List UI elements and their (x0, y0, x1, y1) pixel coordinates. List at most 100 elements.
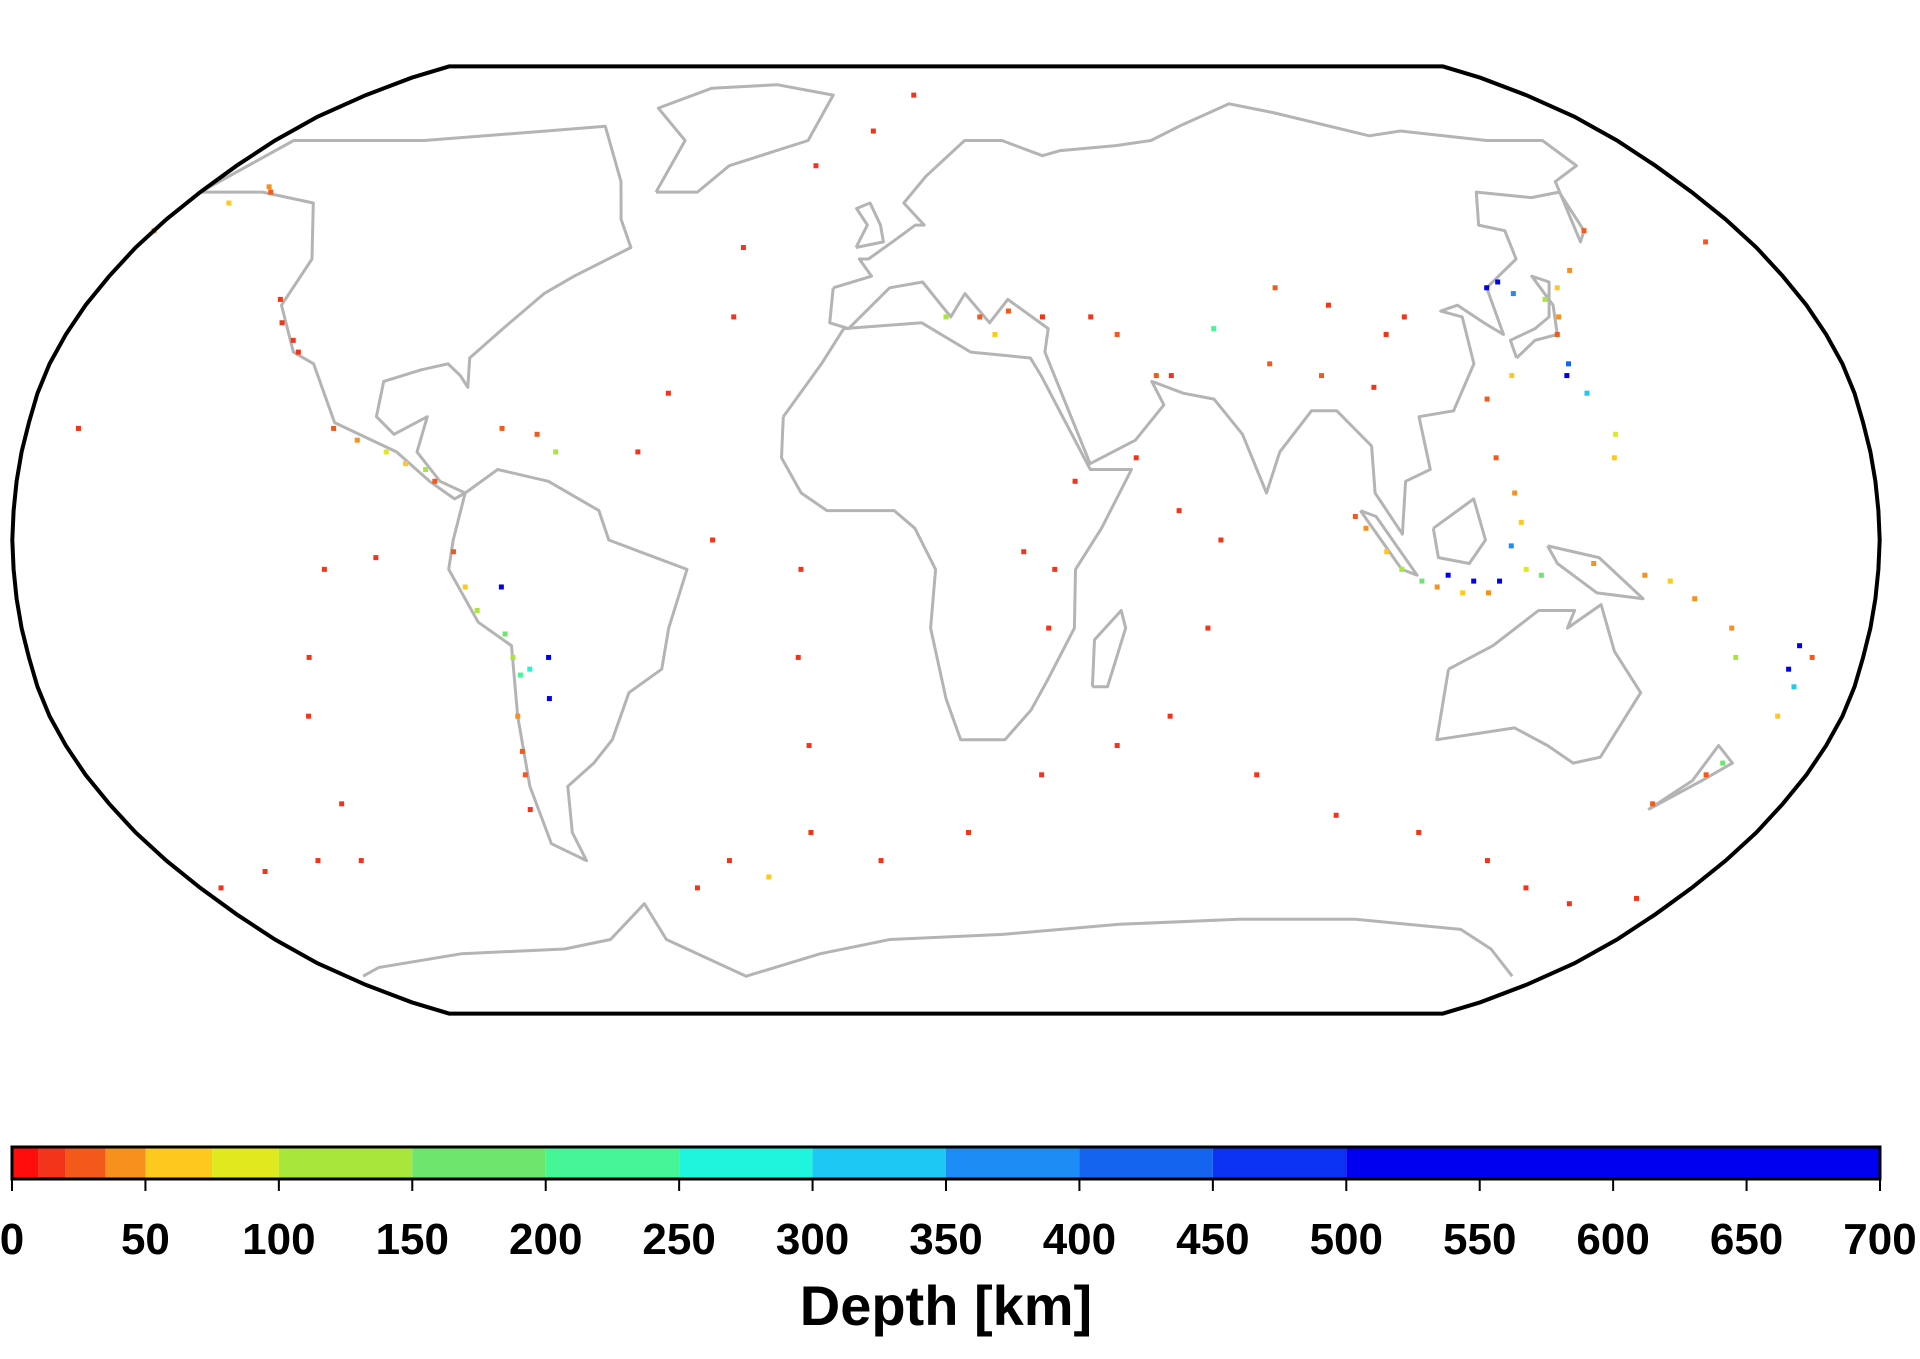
earthquake (306, 654, 312, 660)
earthquake (1613, 431, 1619, 437)
earthquake (1554, 331, 1560, 337)
coastline (447, 468, 689, 863)
earthquake (1508, 543, 1514, 549)
earthquake (354, 437, 360, 443)
map-frame (10, 64, 1882, 1016)
earthquake (1176, 508, 1182, 514)
earthquake (694, 885, 700, 891)
colorbar-tick-label: 200 (509, 1215, 582, 1264)
earthquake (1650, 801, 1656, 807)
earthquake (1495, 279, 1501, 285)
colorbar-segment (412, 1147, 546, 1179)
earthquake (1021, 549, 1027, 555)
earthquake (1486, 590, 1492, 596)
earthquake (1523, 566, 1529, 572)
earthquake (226, 200, 232, 206)
earthquake (795, 654, 801, 660)
colorbar-tick-label: 350 (909, 1215, 982, 1264)
earthquake (1542, 296, 1548, 302)
earthquake (1523, 885, 1529, 891)
earthquake (1039, 314, 1045, 320)
earthquake (306, 713, 312, 719)
earthquake (1399, 566, 1405, 572)
colorbar-segment (946, 1147, 1080, 1179)
earthquake (911, 92, 917, 98)
colorbar-tick-label: 150 (376, 1215, 449, 1264)
earthquake (992, 331, 998, 337)
earthquake (295, 349, 301, 355)
earthquake (423, 467, 429, 473)
earthquake (1703, 772, 1709, 778)
earthquake (766, 874, 772, 880)
earthquake (546, 654, 552, 660)
earthquake (870, 128, 876, 134)
earthquake (1634, 895, 1640, 901)
earthquake (665, 390, 671, 396)
colorbar: 0 50 100 150 200 250 300 350 400 450 500 550 600 650 7… (0, 1145, 1917, 1264)
coastline (1431, 497, 1487, 565)
coastline (780, 321, 1133, 742)
earthquake (218, 885, 224, 891)
coastline (854, 201, 885, 249)
colorbar-segment (38, 1147, 66, 1179)
earthquake (1703, 239, 1709, 245)
earthquake (290, 337, 296, 343)
earthquake (462, 584, 468, 590)
colorbar-segment (679, 1147, 813, 1179)
earthquake (1791, 684, 1797, 690)
earthquake (808, 829, 814, 835)
earthquake (450, 549, 456, 555)
colorbar-segment (1079, 1147, 1213, 1179)
colorbar-tick-label: 500 (1310, 1215, 1383, 1264)
earthquake (1809, 654, 1815, 660)
earthquake (268, 189, 274, 195)
colorbar-tick-label: 600 (1576, 1215, 1649, 1264)
earthquake (1088, 314, 1094, 320)
earthquake (277, 296, 283, 302)
earthquake (527, 807, 533, 813)
earthquake (534, 431, 540, 437)
earthquake (806, 743, 812, 749)
earthquake (1267, 361, 1273, 367)
earthquake (1564, 373, 1570, 379)
earthquake (279, 320, 285, 326)
coastline (199, 124, 633, 501)
earthquake (331, 425, 337, 431)
earthquake (527, 666, 533, 672)
coastline (1508, 274, 1559, 360)
earthquake (1667, 578, 1673, 584)
earthquake (1167, 713, 1173, 719)
earthquake (519, 748, 525, 754)
colorbar-tick-label: 400 (1043, 1215, 1116, 1264)
earthquake (1566, 901, 1572, 907)
earthquake (1325, 302, 1331, 308)
colorbar-segment (545, 1147, 680, 1179)
earthquake (498, 584, 504, 590)
coastline (1435, 603, 1643, 765)
colorbar-label: Depth [km] (800, 1274, 1092, 1337)
earthquake (1512, 490, 1518, 496)
earthquake (1114, 331, 1120, 337)
earthquake (432, 478, 438, 484)
coastline (828, 102, 1586, 536)
coastline (654, 83, 835, 194)
earthquake (740, 245, 746, 251)
earthquake (1133, 455, 1139, 461)
earthquake (1786, 666, 1792, 672)
earthquake (358, 858, 364, 864)
earthquake (1153, 373, 1159, 379)
earthquake (1114, 743, 1120, 749)
colorbar-tick-label: 100 (242, 1215, 315, 1264)
earthquakes (75, 92, 1815, 907)
earthquake (1363, 525, 1369, 531)
earthquake (1434, 584, 1440, 590)
earthquake (403, 461, 409, 467)
earthquake (262, 868, 268, 874)
earthquake (474, 607, 480, 613)
earthquake (1445, 572, 1451, 578)
colorbar-segment (145, 1147, 213, 1179)
earthquake (635, 449, 641, 455)
earthquake (1538, 572, 1544, 578)
colorbar-segment (105, 1147, 146, 1179)
